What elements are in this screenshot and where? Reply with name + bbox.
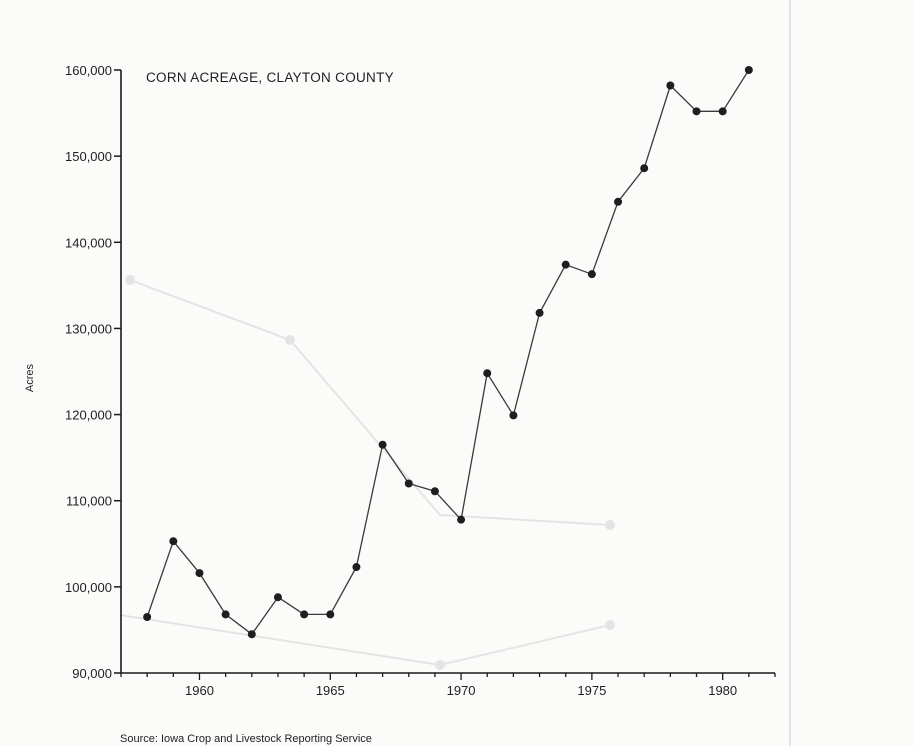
y-tick-label: 130,000 bbox=[65, 321, 112, 336]
x-tick-label: 1980 bbox=[708, 683, 737, 698]
data-point bbox=[221, 610, 230, 619]
data-point bbox=[561, 260, 570, 269]
y-axis: 90,000 100,000 110,000 120,000 130,000 140,00… bbox=[65, 63, 122, 681]
chart-title: CORN ACREAGE, CLAYTON COUNTY bbox=[146, 70, 394, 85]
data-point bbox=[614, 197, 623, 206]
data-point bbox=[326, 610, 335, 619]
x-tick-label: 1975 bbox=[577, 683, 606, 698]
data-point bbox=[457, 515, 466, 524]
y-tick-label: 90,000 bbox=[72, 666, 112, 681]
y-tick-label: 110,000 bbox=[66, 494, 112, 509]
data-point bbox=[143, 613, 152, 622]
data-point bbox=[666, 81, 675, 90]
series-line bbox=[146, 69, 750, 635]
data-point bbox=[535, 308, 544, 317]
y-tick-label: 150,000 bbox=[65, 149, 112, 164]
data-point bbox=[483, 369, 492, 378]
data-point bbox=[692, 107, 701, 116]
bleed-through-decoration bbox=[119, 0, 791, 746]
data-point bbox=[587, 270, 596, 279]
data-point bbox=[273, 593, 282, 602]
data-point bbox=[509, 411, 518, 420]
y-axis-title: Acres bbox=[24, 363, 36, 392]
data-point bbox=[300, 610, 309, 619]
data-point bbox=[430, 487, 439, 496]
x-axis: 1960 1965 1970 1975 1980 bbox=[120, 672, 776, 698]
x-tick-label: 1965 bbox=[316, 683, 345, 698]
data-point bbox=[247, 630, 256, 639]
data-point bbox=[718, 107, 727, 116]
data-point bbox=[404, 479, 413, 488]
y-tick-label: 120,000 bbox=[65, 408, 112, 423]
source-note: Source: Iowa Crop and Livestock Reportin… bbox=[120, 733, 372, 745]
data-point bbox=[640, 164, 649, 173]
data-point bbox=[744, 66, 753, 74]
data-series bbox=[143, 66, 753, 639]
data-point bbox=[169, 537, 178, 546]
data-point bbox=[378, 440, 387, 449]
y-tick-label: 160,000 bbox=[65, 63, 112, 78]
y-tick-label: 140,000 bbox=[65, 235, 112, 250]
data-point bbox=[352, 563, 361, 572]
x-tick-label: 1960 bbox=[185, 683, 214, 698]
y-tick-label: 100,000 bbox=[65, 580, 112, 595]
data-point bbox=[195, 569, 204, 578]
x-tick-label: 1970 bbox=[447, 683, 476, 698]
